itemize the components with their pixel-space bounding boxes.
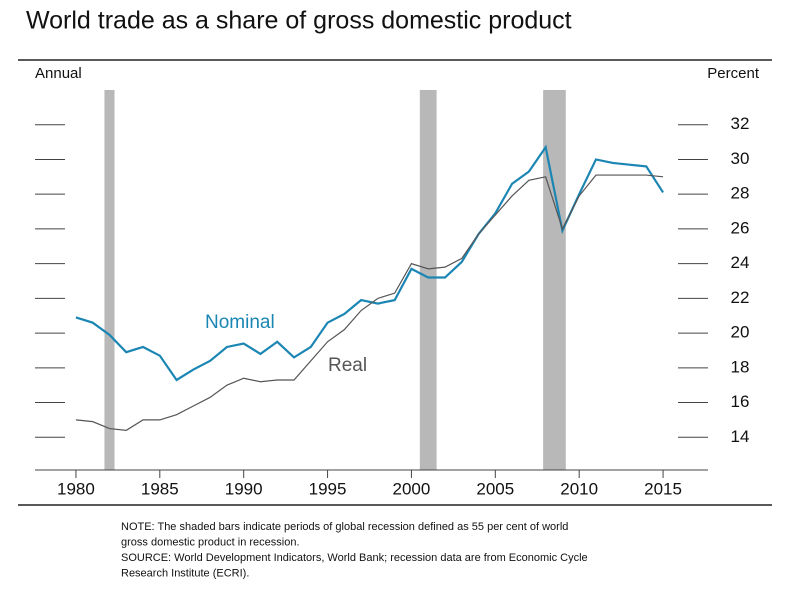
- y-axis-label: Percent: [707, 65, 760, 82]
- y-tick-label: 26: [731, 218, 750, 237]
- y-tick-label: 24: [731, 253, 750, 272]
- x-tick-label: 2010: [560, 479, 598, 498]
- y-tick-label: 22: [731, 288, 750, 307]
- x-tick-label: 1990: [225, 479, 263, 498]
- series-label: Nominal: [205, 312, 275, 333]
- footnote: SOURCE: World Development Indicators, Wo…: [121, 552, 588, 564]
- y-tick-label: 18: [731, 357, 750, 376]
- series-line: [75, 174, 664, 431]
- y-tick-label: 30: [731, 149, 750, 168]
- x-tick-label: 2015: [644, 479, 682, 498]
- series-line: [75, 144, 664, 382]
- chart-title: World trade as a share of gross domestic…: [26, 7, 572, 35]
- recession-bar: [419, 90, 437, 470]
- x-tick-label: 1995: [309, 479, 347, 498]
- x-tick-label: 1985: [141, 479, 179, 498]
- footnote: NOTE: The shaded bars indicate periods o…: [121, 521, 568, 533]
- footnote: Research Institute (ECRI).: [121, 567, 249, 579]
- x-tick-label: 2000: [393, 479, 431, 498]
- frequency-label: Annual: [35, 65, 82, 82]
- y-tick-label: 14: [731, 427, 750, 446]
- y-tick-label: 32: [731, 114, 750, 133]
- y-tick-label: 28: [731, 184, 750, 203]
- y-tick-label: 20: [731, 323, 750, 342]
- x-tick-label: 1980: [57, 479, 95, 498]
- recession-bar: [104, 90, 115, 470]
- series-label: Real: [328, 355, 367, 376]
- x-tick-label: 2005: [476, 479, 514, 498]
- footnote: gross domestic product in recession.: [121, 536, 300, 548]
- y-tick-label: 16: [731, 392, 750, 411]
